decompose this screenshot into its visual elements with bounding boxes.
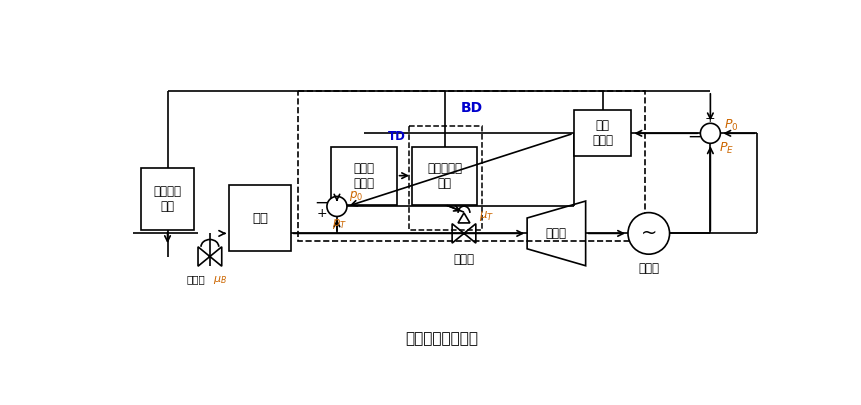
Text: $P_0$: $P_0$ [724, 118, 739, 133]
Circle shape [327, 196, 347, 216]
Text: 汽轮机控制
系统: 汽轮机控制 系统 [427, 162, 462, 190]
Text: $p_T$: $p_T$ [332, 217, 347, 231]
Text: 调节阀: 调节阀 [454, 253, 474, 266]
Text: $\mu_B$: $\mu_B$ [213, 274, 227, 286]
Text: +: + [316, 207, 327, 220]
Text: ~: ~ [641, 224, 657, 243]
Circle shape [628, 213, 670, 254]
Text: 汽轮机: 汽轮机 [546, 227, 567, 240]
Circle shape [700, 123, 721, 143]
Text: 燃烧率: 燃烧率 [187, 275, 206, 285]
Bar [408, 126, 481, 230]
Bar [140, 168, 195, 230]
Text: BD: BD [461, 101, 483, 115]
Bar [573, 110, 631, 156]
Text: 锅炉: 锅炉 [252, 211, 268, 224]
Text: −: − [687, 128, 701, 145]
Text: 锅炉控制
系统: 锅炉控制 系统 [153, 185, 182, 213]
Text: 汽机跟随控制方式: 汽机跟随控制方式 [405, 331, 478, 346]
Bar [229, 185, 291, 251]
Text: $P_E$: $P_E$ [719, 141, 734, 156]
Bar [299, 91, 645, 241]
Text: $\mu_T$: $\mu_T$ [479, 209, 494, 223]
Text: $p_0$: $p_0$ [350, 189, 363, 202]
Text: +: + [705, 112, 715, 125]
Text: 汽轮机
主控器: 汽轮机 主控器 [353, 162, 375, 190]
Text: −: − [314, 194, 328, 211]
Bar [412, 147, 478, 205]
Bar [331, 147, 397, 205]
Text: 锅炉
主控器: 锅炉 主控器 [592, 119, 613, 147]
Text: 发电机: 发电机 [638, 262, 660, 275]
Text: TD: TD [387, 130, 406, 143]
